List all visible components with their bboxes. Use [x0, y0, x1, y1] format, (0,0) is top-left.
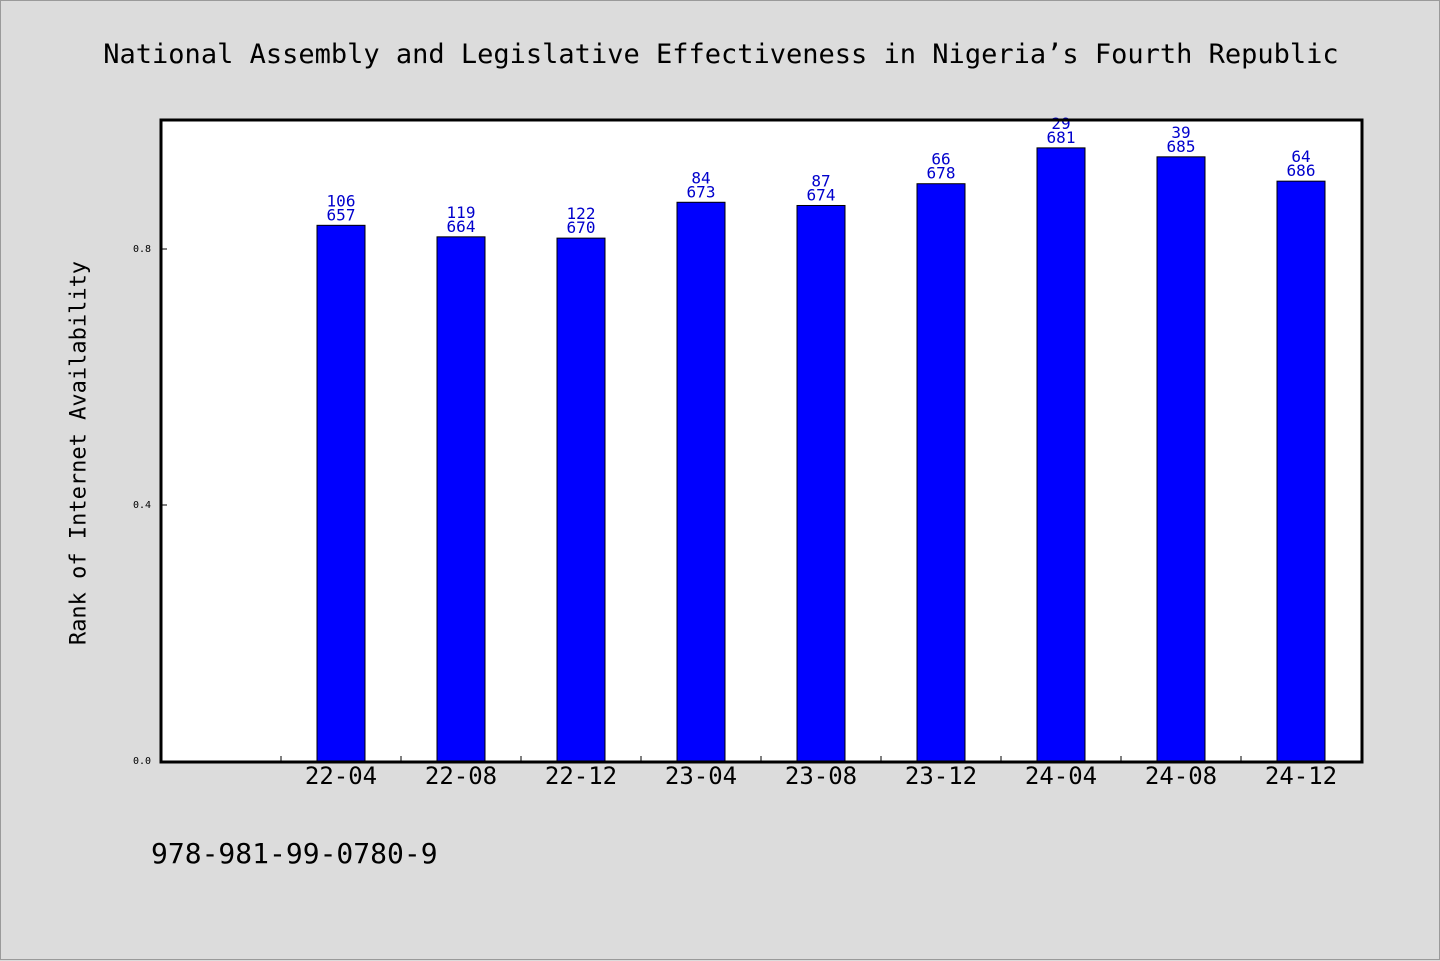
- data-label-bottom: 673: [687, 182, 716, 201]
- bar-24-12: [1276, 180, 1326, 762]
- x-tick-label: 23-04: [665, 762, 737, 790]
- data-label-bottom: 685: [1167, 137, 1196, 156]
- data-label-bottom: 670: [567, 218, 596, 237]
- data-label-bottom: 657: [327, 205, 356, 224]
- data-label-bottom: 664: [447, 217, 476, 236]
- bar-24-04: [1036, 147, 1086, 762]
- x-tick-label: 23-08: [785, 762, 857, 790]
- data-label-bottom: 681: [1047, 128, 1076, 147]
- plot-border: [159, 118, 1364, 764]
- data-label-top: 39: [1171, 123, 1190, 142]
- x-axis: 22-04 22-08 22-12 23-04 23-08 23-12 24-04 24-08…: [280, 756, 1362, 790]
- bar-22-08: [436, 236, 486, 762]
- data-label-top: 87: [811, 171, 830, 190]
- bar-series: [316, 147, 1326, 762]
- bar-23-12: [916, 183, 966, 762]
- x-tick-label: 24-12: [1265, 762, 1337, 790]
- x-tick-label: 22-08: [425, 762, 497, 790]
- bar-22-12: [556, 237, 606, 762]
- data-label-bottom: 674: [807, 185, 836, 204]
- x-tick-label: 22-12: [545, 762, 617, 790]
- data-label-top: 64: [1291, 147, 1310, 166]
- data-label-bottom: 678: [927, 164, 956, 183]
- bar-23-04: [676, 201, 726, 762]
- data-label-top: 106: [327, 191, 356, 210]
- bar-22-04: [316, 224, 366, 762]
- x-tick-label: 24-04: [1025, 762, 1097, 790]
- x-tick-label: 23-12: [905, 762, 977, 790]
- bar-23-08: [796, 204, 846, 762]
- x-tick-label: 22-04: [305, 762, 377, 790]
- data-label-top: 66: [931, 150, 950, 169]
- data-label-top: 122: [567, 204, 596, 223]
- isbn-label: 978-981-99-0780-9: [151, 837, 438, 870]
- data-label-bottom: 686: [1287, 161, 1316, 180]
- bar-24-08: [1156, 156, 1206, 762]
- data-label-top: 119: [447, 203, 476, 222]
- x-tick-label: 24-08: [1145, 762, 1217, 790]
- y-tick-label: 0.0: [133, 756, 151, 767]
- chart-title: National Assembly and Legislative Effect…: [103, 39, 1339, 70]
- data-label-top: 84: [691, 168, 710, 187]
- y-tick-label: 0.4: [133, 500, 151, 511]
- y-tick-label: 0.8: [133, 244, 151, 255]
